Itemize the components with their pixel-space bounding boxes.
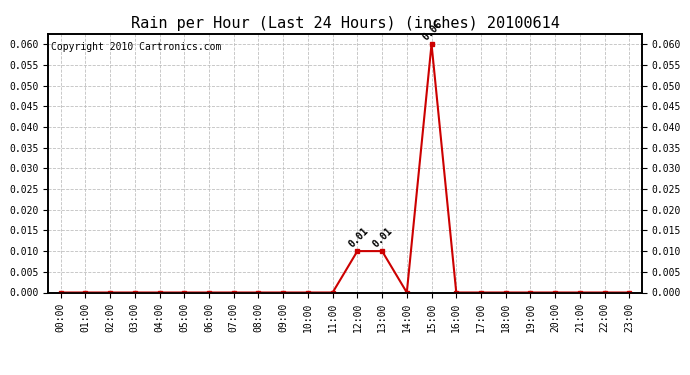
- Text: Copyright 2010 Cartronics.com: Copyright 2010 Cartronics.com: [51, 42, 221, 51]
- Text: 0.01: 0.01: [371, 225, 395, 249]
- Text: 0.06: 0.06: [420, 18, 444, 42]
- Title: Rain per Hour (Last 24 Hours) (inches) 20100614: Rain per Hour (Last 24 Hours) (inches) 2…: [130, 16, 560, 31]
- Text: 0.01: 0.01: [346, 225, 370, 249]
